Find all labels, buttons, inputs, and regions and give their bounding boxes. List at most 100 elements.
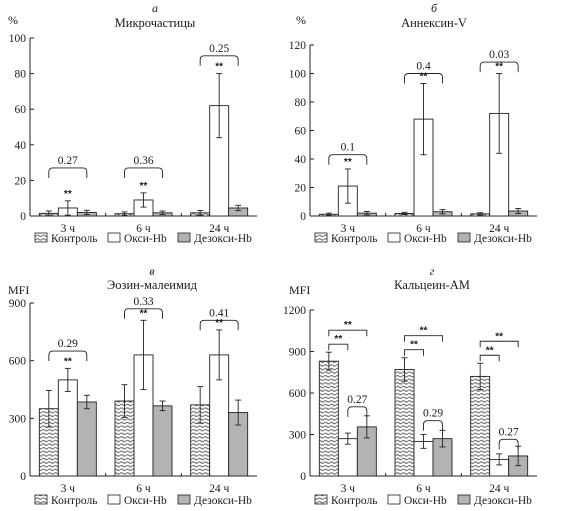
y-tick-label: 60 xyxy=(15,104,27,116)
legend-swatch-deoxy xyxy=(177,494,191,505)
legend-swatch-control xyxy=(34,232,48,243)
legend-swatch-oxy xyxy=(107,494,121,505)
bar-control xyxy=(470,375,491,477)
panel-c-title: Эозин-малеимид xyxy=(107,278,198,292)
sig-bracket-deoxy xyxy=(328,329,368,337)
x-tick-label: 24 ч xyxy=(489,223,509,235)
y-tick-label: 900 xyxy=(9,298,27,310)
y-tick-label: 60 xyxy=(295,126,307,138)
y-tick-label: 300 xyxy=(289,430,307,442)
legend-label-oxy: Окси-Hb xyxy=(404,233,447,245)
panel-c-letter: в xyxy=(149,264,154,278)
legend-swatch-oxy xyxy=(387,494,401,505)
p-value-label: 0.4 xyxy=(416,61,431,73)
panel-d: г Кальцеин-АМ MFI 0 300 600 900 1200 3 ч 6 ч 24… xyxy=(283,264,537,507)
legend-swatch-control xyxy=(314,232,328,243)
y-tick-label: 80 xyxy=(295,97,307,109)
y-tick-label: 0 xyxy=(300,471,306,483)
legend-label-deoxy: Дезокси-Hb xyxy=(474,495,532,507)
x-tick-label: 3 ч xyxy=(341,483,356,495)
x-tick-label: 24 ч xyxy=(489,483,509,495)
comparison-bracket xyxy=(404,73,443,84)
legend-label-oxy: Окси-Hb xyxy=(124,233,167,245)
x-tick-label: 6 ч xyxy=(416,483,431,495)
y-tick-label: 20 xyxy=(15,175,27,187)
sig-bracket-deoxy xyxy=(479,340,519,348)
significance-mark: ** xyxy=(64,189,72,200)
x-tick-label: 3 ч xyxy=(341,223,356,235)
panel-c: в Эозин-малеимид MFI 0 300 600 900 3 ч 6 ч 24 … xyxy=(8,264,257,507)
comparison-bracket xyxy=(199,319,239,331)
y-tick-label: 300 xyxy=(9,413,27,425)
comparison-bracket xyxy=(423,420,443,431)
panel-b-ylabel: % xyxy=(296,13,306,27)
y-tick-label: 100 xyxy=(289,69,307,81)
legend-label-control: Контроль xyxy=(331,495,378,507)
legend-label-control: Контроль xyxy=(331,233,378,245)
comparison-bracket xyxy=(479,61,519,73)
significance-mark: ** xyxy=(486,345,494,356)
y-tick-label: 0 xyxy=(20,471,26,483)
comparison-bracket xyxy=(328,154,368,165)
y-tick-label: 1200 xyxy=(283,305,306,317)
legend-label-deoxy: Дезокси-Hb xyxy=(194,495,252,507)
significance-mark: ** xyxy=(410,340,418,351)
legend-swatch-control xyxy=(314,494,328,505)
p-value-label: 0.27 xyxy=(347,394,367,406)
significance-mark: ** xyxy=(344,320,352,331)
panel-a-title: Микрочастицы xyxy=(115,16,196,30)
y-tick-label: 0 xyxy=(20,211,26,223)
panel-a-ylabel: % xyxy=(8,13,18,27)
panel-a-letter: а xyxy=(152,1,158,15)
bar-deoxy xyxy=(152,405,173,477)
panel-d-title: Кальцеин-АМ xyxy=(394,278,470,292)
y-tick-label: 600 xyxy=(9,356,27,368)
bar-control xyxy=(318,360,339,477)
p-value-label: 0.27 xyxy=(58,155,78,167)
panel-c-plot: 0 300 600 900 3 ч 6 ч 24 ч ** ** ** 0.29 0.33 0.41 Ко… xyxy=(9,296,257,507)
legend-label-control: Контроль xyxy=(51,495,98,507)
comparison-bracket xyxy=(347,406,368,417)
legend-label-control: Контроль xyxy=(51,233,98,245)
comparison-bracket xyxy=(498,438,519,450)
p-value-label: 0.25 xyxy=(209,43,229,55)
p-value-label: 0.36 xyxy=(133,155,153,167)
comparison-bracket xyxy=(199,55,239,66)
significance-mark: ** xyxy=(140,181,148,192)
x-tick-label: 6 ч xyxy=(416,223,431,235)
legend-swatch-oxy xyxy=(107,232,121,243)
legend-swatch-control xyxy=(34,494,48,505)
comparison-bracket xyxy=(124,308,163,319)
y-tick-label: 20 xyxy=(295,183,307,195)
y-tick-label: 40 xyxy=(15,140,27,152)
bar-oxy xyxy=(57,379,78,477)
sig-bracket-oxy xyxy=(479,354,500,362)
y-tick-label: 600 xyxy=(289,388,307,400)
y-tick-label: 100 xyxy=(9,33,27,45)
p-value-label: 0.03 xyxy=(489,49,509,61)
bar-deoxy xyxy=(76,401,97,477)
y-tick-label: 120 xyxy=(289,40,307,52)
panel-c-ylabel: MFI xyxy=(8,283,29,297)
comparison-bracket xyxy=(48,350,88,362)
y-tick-label: 0 xyxy=(300,211,306,223)
x-tick-label: 6 ч xyxy=(136,483,151,495)
legend-label-oxy: Окси-Hb xyxy=(404,495,447,507)
panel-d-ylabel: MFI xyxy=(289,283,310,297)
legend-swatch-deoxy xyxy=(457,494,471,505)
significance-mark: ** xyxy=(495,62,503,73)
p-value-label: 0.33 xyxy=(133,296,153,308)
significance-mark: ** xyxy=(495,331,503,342)
sig-bracket-deoxy xyxy=(404,335,443,342)
y-tick-label: 40 xyxy=(295,154,307,166)
sig-bracket-oxy xyxy=(404,349,424,356)
y-tick-label: 900 xyxy=(289,347,307,359)
x-tick-label: 3 ч xyxy=(61,483,76,495)
significance-mark: ** xyxy=(420,71,428,82)
comparison-bracket xyxy=(48,167,88,178)
p-value-label: 0.27 xyxy=(499,426,519,438)
significance-mark: ** xyxy=(140,308,148,319)
legend-label-oxy: Окси-Hb xyxy=(124,495,167,507)
legend-label-deoxy: Дезокси-Hb xyxy=(194,233,252,245)
